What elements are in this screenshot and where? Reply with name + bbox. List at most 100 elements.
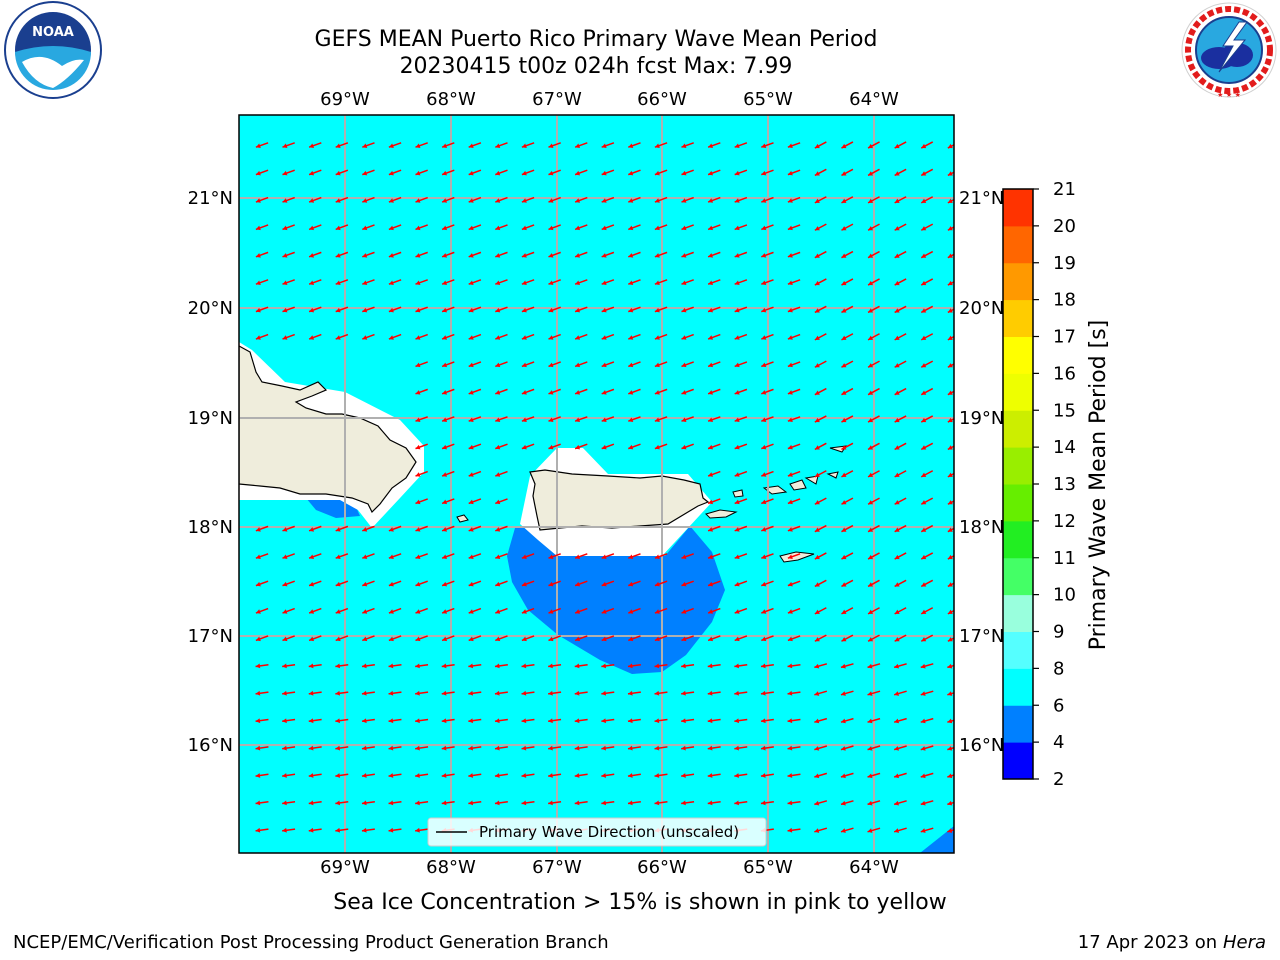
wave-direction-arrow xyxy=(574,607,588,614)
wave-direction-arrow xyxy=(308,306,322,313)
wave-direction-arrow xyxy=(601,773,615,778)
wave-direction-arrow xyxy=(761,306,774,313)
wave-direction-arrow xyxy=(468,635,482,642)
wave-direction-arrow xyxy=(760,663,774,669)
wave-direction-arrow xyxy=(787,333,801,340)
footer-date: 17 Apr 2023 on Hera xyxy=(1078,932,1266,953)
wave-direction-arrow xyxy=(574,279,588,285)
wave-direction-arrow xyxy=(548,635,561,642)
wave-direction-arrow xyxy=(255,525,269,532)
wave-direction-arrow xyxy=(415,607,428,614)
wave-direction-arrow xyxy=(707,498,721,505)
wave-direction-arrow xyxy=(601,580,615,587)
wave-direction-arrow xyxy=(681,607,694,614)
wave-direction-arrow xyxy=(920,223,934,231)
wave-direction-arrow xyxy=(574,580,588,587)
wave-direction-arrow xyxy=(787,745,801,751)
wave-direction-arrow xyxy=(814,579,827,588)
wave-direction-arrow xyxy=(734,690,748,696)
wave-direction-arrow xyxy=(574,251,588,258)
wave-direction-arrow xyxy=(255,279,269,285)
wave-direction-arrow xyxy=(548,306,561,313)
wave-direction-arrow xyxy=(521,663,535,669)
wave-direction-arrow xyxy=(867,552,880,560)
wave-direction-arrow xyxy=(468,306,482,313)
wave-direction-arrow xyxy=(787,142,801,148)
wave-direction-arrow xyxy=(654,718,668,724)
wave-direction-arrow xyxy=(388,635,402,642)
wave-direction-arrow xyxy=(601,663,615,669)
wave-direction-arrow xyxy=(867,333,880,341)
wave-direction-arrow xyxy=(521,416,535,422)
colorbar-tick-label: 15 xyxy=(1053,400,1076,421)
wave-direction-arrow xyxy=(894,442,907,451)
wave-direction-arrow xyxy=(362,142,375,148)
wave-direction-arrow xyxy=(761,361,774,368)
wave-direction-arrow xyxy=(415,525,428,532)
wave-direction-arrow xyxy=(894,387,907,396)
wave-direction-arrow xyxy=(441,416,455,422)
wave-direction-arrow xyxy=(601,443,615,450)
wave-direction-arrow xyxy=(628,580,641,587)
wave-direction-arrow xyxy=(920,552,934,560)
wave-direction-arrow xyxy=(548,607,561,614)
wave-direction-arrow xyxy=(362,580,375,587)
wave-direction-arrow xyxy=(814,634,827,642)
wave-direction-arrow xyxy=(468,251,482,258)
wave-direction-arrow xyxy=(548,333,561,340)
wave-direction-arrow xyxy=(468,169,482,176)
wave-direction-arrow xyxy=(495,361,508,368)
wave-direction-arrow xyxy=(707,333,721,340)
wave-direction-arrow xyxy=(787,635,801,642)
wave-direction-arrow xyxy=(707,142,721,148)
wave-direction-arrow xyxy=(468,663,482,669)
wave-direction-arrow xyxy=(308,525,322,532)
wave-direction-arrow xyxy=(415,251,428,258)
wave-direction-arrow xyxy=(628,306,641,313)
wave-direction-arrow xyxy=(734,279,748,285)
wave-direction-arrow xyxy=(308,800,322,806)
wave-direction-arrow xyxy=(681,169,694,176)
wave-direction-arrow xyxy=(920,827,934,833)
colorbar-segment xyxy=(1003,631,1033,669)
wave-direction-arrow xyxy=(282,718,296,724)
wave-direction-arrow xyxy=(681,306,694,313)
wave-direction-arrow xyxy=(415,306,428,313)
wave-direction-arrow xyxy=(761,607,774,614)
wave-direction-arrow xyxy=(920,196,934,204)
wave-direction-arrow xyxy=(415,827,429,833)
wave-direction-arrow xyxy=(787,498,801,505)
wave-direction-arrow xyxy=(574,690,588,696)
wave-direction-arrow xyxy=(282,773,296,778)
wave-direction-arrow xyxy=(894,497,907,505)
wave-direction-arrow xyxy=(681,663,695,669)
colorbar-segment xyxy=(1003,447,1033,485)
wave-direction-arrow xyxy=(840,827,854,833)
wave-direction-arrow xyxy=(707,443,721,450)
wave-direction-arrow xyxy=(734,718,748,724)
wave-direction-arrow xyxy=(574,224,588,231)
wave-direction-arrow xyxy=(415,745,429,751)
wave-direction-arrow xyxy=(654,745,668,751)
wave-direction-arrow xyxy=(920,333,934,341)
wave-direction-arrow xyxy=(495,443,508,450)
wave-direction-arrow xyxy=(441,388,455,395)
wave-direction-arrow xyxy=(335,196,349,203)
footer-credit: NCEP/EMC/Verification Post Processing Pr… xyxy=(13,932,609,953)
lat-label-left: 16°N xyxy=(188,735,233,756)
wave-direction-arrow xyxy=(548,416,561,422)
wave-direction-arrow xyxy=(574,388,588,395)
wave-direction-arrow xyxy=(282,142,295,148)
wave-direction-arrow xyxy=(867,717,881,724)
wave-direction-arrow xyxy=(468,607,482,614)
wave-direction-arrow xyxy=(787,553,801,559)
wave-direction-arrow xyxy=(441,498,455,505)
colorbar-tick-label: 4 xyxy=(1053,732,1064,753)
island-st-croix xyxy=(779,551,815,563)
lat-label-left: 21°N xyxy=(188,188,233,209)
lat-label-right: 16°N xyxy=(959,735,1004,756)
wave-direction-arrow xyxy=(654,580,668,587)
wave-direction-arrow xyxy=(441,142,455,148)
wave-direction-arrow xyxy=(707,224,721,231)
wave-direction-arrow xyxy=(415,169,428,176)
